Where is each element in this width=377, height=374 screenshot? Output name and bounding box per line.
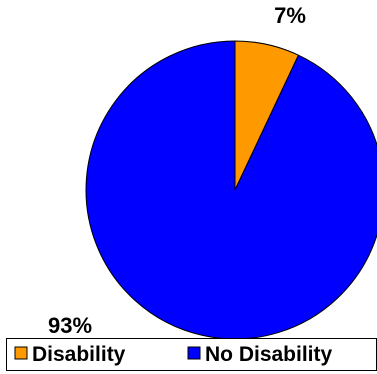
legend-label-disability: Disability (32, 343, 126, 366)
pie-slices (85, 40, 377, 340)
pie-slice-no-disability (85, 40, 377, 340)
data-labels: 7% 93% (48, 3, 306, 338)
data-label-disability: 7% (274, 3, 306, 28)
legend: Disability No Disability (6, 338, 377, 371)
legend-label-no-disability: No Disability (205, 343, 333, 366)
legend-swatch-disability (14, 346, 28, 360)
legend-swatch-no-disability (187, 346, 201, 360)
data-label-no-disability: 93% (48, 313, 92, 338)
